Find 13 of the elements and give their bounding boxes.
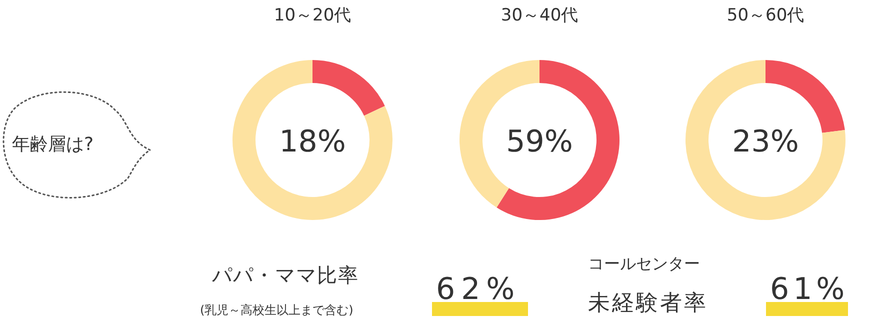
chart-title: 10～20代 — [274, 6, 352, 26]
text: 未経験者率 — [588, 290, 708, 318]
text: 23% — [732, 124, 799, 160]
text: 18% — [279, 124, 346, 160]
text: (乳児～高校生以上まで含む) — [200, 302, 354, 319]
text: 59% — [506, 124, 573, 160]
text: パパ・ママ比率 — [212, 262, 359, 289]
text: 61% — [770, 272, 849, 307]
chart-title: 30～40代 — [500, 6, 578, 26]
chart-title: 50～60代 — [726, 6, 804, 26]
text: 62% — [436, 272, 521, 307]
text: コールセンター — [588, 254, 700, 275]
text: 年齢層は? — [12, 133, 94, 156]
